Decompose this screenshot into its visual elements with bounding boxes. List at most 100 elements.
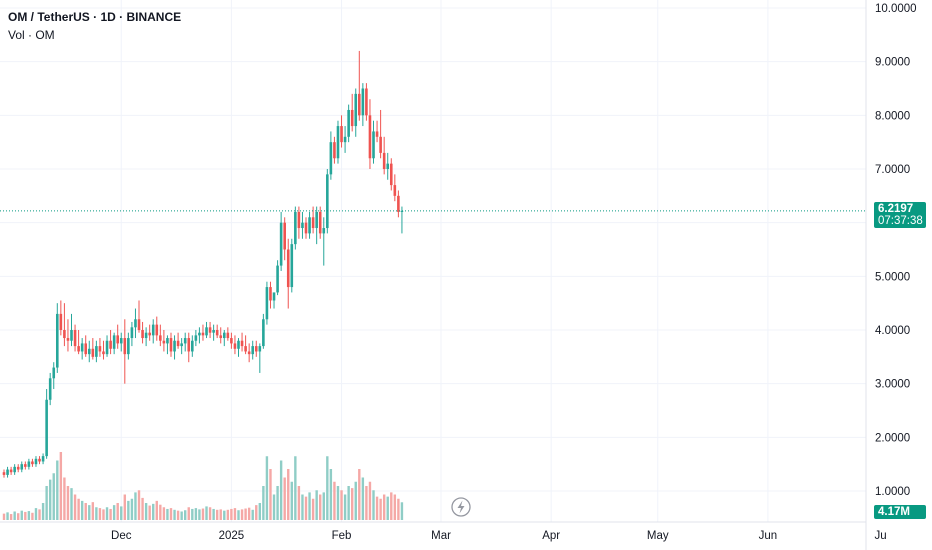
volume-bar [27, 511, 31, 520]
volume-bar [269, 469, 272, 520]
price-tick-label: 7.0000 [875, 164, 910, 176]
volume-bar [116, 503, 119, 520]
volume-bar [329, 469, 333, 520]
volume-bar [66, 486, 70, 520]
volume-bar [102, 509, 105, 520]
candle-body [52, 367, 56, 379]
volume-bar [184, 510, 187, 520]
symbol-title[interactable]: OM / TetherUS · 1D · BINANCE [8, 10, 182, 24]
candle-body [201, 332, 205, 336]
candle-countdown: 07:37:38 [878, 215, 923, 227]
candle-body [24, 464, 27, 467]
candle-body [59, 313, 63, 330]
time-tick-label: Ju [874, 530, 886, 542]
candle-body [326, 174, 329, 229]
candle-body [386, 163, 390, 169]
volume-bar [397, 498, 400, 520]
volume-bar [340, 490, 343, 520]
volume-bar [375, 496, 379, 520]
time-tick-label: Mar [431, 530, 451, 542]
time-tick-label: 2025 [219, 530, 245, 542]
candle-body [318, 211, 322, 234]
volume-bar [9, 514, 13, 520]
volume-bar [123, 494, 127, 520]
volume-bar [244, 508, 247, 520]
volume-bar [159, 504, 162, 520]
volume-bar [141, 497, 144, 520]
volume-bar [98, 508, 102, 520]
candle-body [34, 458, 38, 465]
volume-bar [365, 486, 368, 520]
candle-body [329, 142, 333, 175]
candle-body [283, 222, 286, 250]
candle-body [127, 338, 130, 355]
candle-body [48, 378, 52, 400]
candle-body [301, 222, 304, 229]
price-tick-label: 8.0000 [875, 110, 910, 122]
candle-body [159, 335, 162, 341]
volume-bar [379, 498, 382, 520]
candle-body [226, 332, 230, 339]
candle-body [240, 340, 244, 347]
price-tick-label: 1.0000 [875, 486, 910, 498]
volume-legend[interactable]: Vol · OM [8, 28, 55, 42]
candle-body [208, 327, 212, 333]
volume-bar [336, 486, 340, 520]
candle-body [112, 335, 116, 349]
volume-bar [180, 511, 183, 520]
volume-bar [237, 510, 240, 520]
candle-body [116, 335, 119, 344]
candle-body [276, 265, 279, 293]
volume-bar [390, 492, 393, 520]
volume-bar [109, 508, 112, 520]
candle-body [244, 346, 247, 352]
volume-bar [343, 494, 347, 520]
volume-bar [393, 494, 397, 520]
volume-bar [45, 486, 48, 520]
candle-body [102, 351, 105, 355]
candle-body [379, 136, 382, 153]
volume-bar [120, 506, 123, 520]
volume-bar [215, 509, 219, 520]
volume-bar [265, 456, 269, 520]
volume-bar [176, 510, 180, 520]
time-tick-label: Jun [759, 530, 778, 542]
volume-bar [226, 509, 230, 520]
candle-body [336, 126, 340, 159]
candle-body [31, 461, 34, 465]
candle-body [130, 327, 134, 339]
candle-body [6, 469, 9, 475]
candle-body [343, 136, 347, 143]
candle-body [38, 458, 41, 462]
candle-body [73, 330, 77, 347]
last-price-tag: 6.2197 07:37:38 [874, 202, 926, 228]
candle-body [393, 185, 397, 196]
candle-body [16, 466, 20, 470]
candle-body [13, 466, 16, 473]
volume-bar [17, 513, 20, 520]
candle-body [80, 343, 84, 352]
volume-bar [95, 507, 98, 520]
candle-body [194, 335, 198, 341]
volume-bar [361, 477, 365, 520]
lightning-icon[interactable] [451, 497, 471, 517]
candle-body [198, 332, 201, 336]
candle-body [400, 210, 404, 212]
volume-bar [155, 500, 158, 520]
candle-body [365, 88, 368, 116]
candle-body [134, 319, 137, 328]
candle-body [66, 338, 70, 341]
volume-bar [262, 486, 265, 520]
candle-body [297, 211, 301, 229]
volume-bar [223, 510, 226, 520]
candle-body [191, 340, 194, 352]
candle-body [183, 338, 187, 344]
time-axis[interactable]: Dec 2025 Feb Mar Apr May Jun Ju [111, 530, 887, 542]
candle-body [354, 93, 358, 127]
price-axis[interactable]: 10.0000 9.0000 8.0000 7.0000 5.0000 4.0000 3.0… [875, 3, 917, 498]
price-tick-label: 9.0000 [875, 57, 910, 69]
candle-body [254, 346, 258, 352]
volume-bar [311, 498, 315, 520]
volume-bar [212, 508, 215, 520]
